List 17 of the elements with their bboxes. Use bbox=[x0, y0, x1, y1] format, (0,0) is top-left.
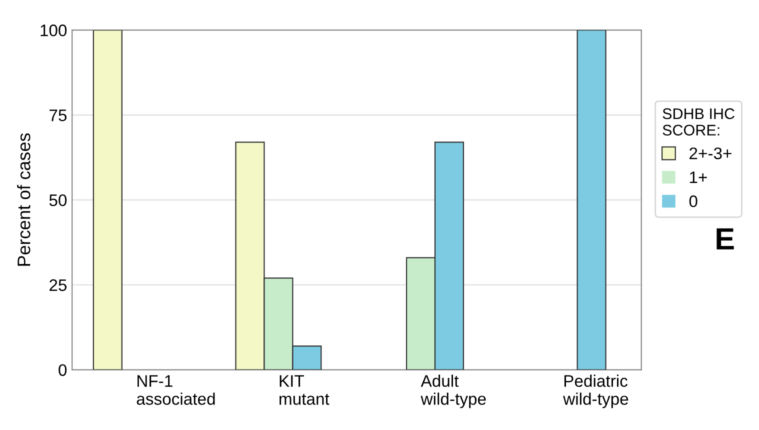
y-tick-label: 0 bbox=[58, 364, 67, 376]
y-tick-label: 100 bbox=[40, 24, 67, 36]
text: E bbox=[716, 228, 734, 250]
y-tick-label: 25 bbox=[50, 279, 67, 292]
x-tick-label: Adult wild-type bbox=[420, 374, 486, 408]
y-tick-label: 50 bbox=[49, 194, 67, 206]
bar bbox=[92, 30, 122, 370]
y-tick-label: 75 bbox=[50, 110, 67, 122]
legend-label: 1+ bbox=[690, 172, 707, 184]
y-axis-title: Percent of cases bbox=[17, 133, 30, 266]
x-tick-label: NF-1 associated bbox=[136, 375, 215, 405]
bar bbox=[576, 30, 606, 370]
legend-title: SDHB IHC SCORE: bbox=[662, 108, 734, 136]
x-tick-label: Pediatric wild-type bbox=[563, 374, 628, 408]
legend-label: 2+-3+ bbox=[690, 147, 732, 160]
x-tick-label: KIT mutant bbox=[280, 375, 330, 405]
legend-label: 0 bbox=[689, 195, 698, 208]
